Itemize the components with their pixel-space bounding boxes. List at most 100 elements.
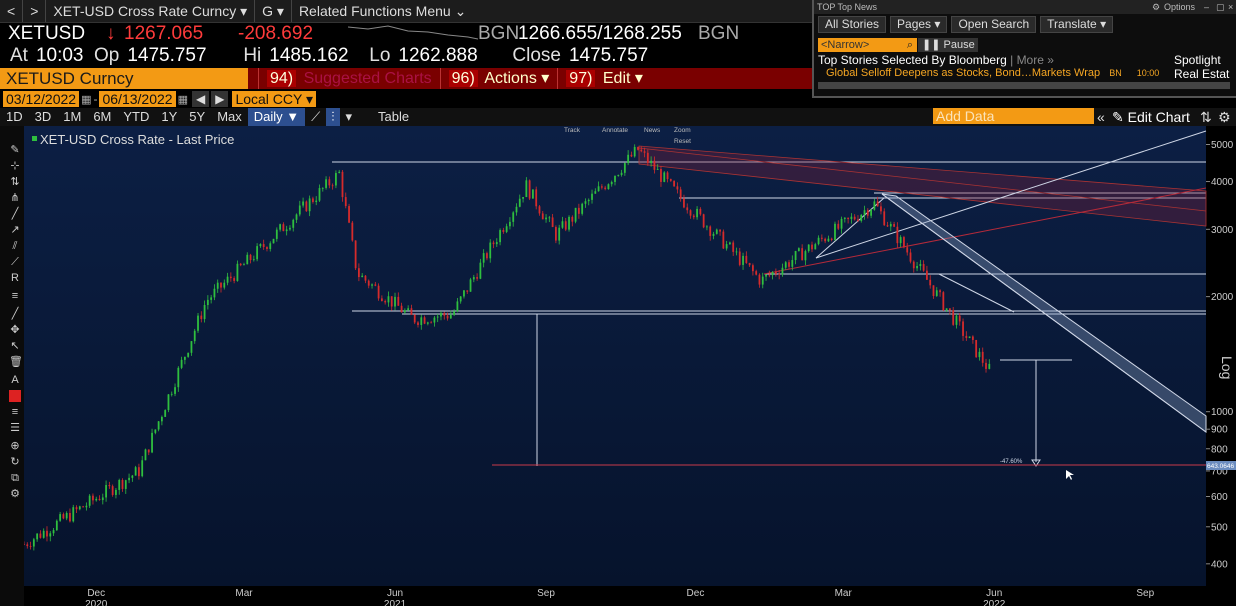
maximize-icon[interactable]: ▢ [1216,2,1225,12]
candle-body [640,149,643,152]
move-icon[interactable]: ✥ [10,324,20,336]
magnifier-icon[interactable]: ⊕ [10,440,20,452]
all-stories-button[interactable]: All Stories [818,16,887,33]
period-button-6m[interactable]: 6M [93,109,112,124]
currency-select[interactable]: Local CCY ▾ [232,91,317,107]
zoom-button[interactable]: Zoom [674,127,691,134]
period-button-1m[interactable]: 1M [63,109,82,124]
period-button-1d[interactable]: 1D [6,109,23,124]
calendar-icon[interactable]: ▦ [177,93,188,106]
headline-time: 10:00 [1136,68,1160,78]
trend-line[interactable] [815,130,1207,259]
annotate-button[interactable]: Annotate [602,127,628,134]
open-search-button[interactable]: Open Search [951,16,1037,33]
channel-icon[interactable]: ⫽ [12,240,18,252]
candle-body [216,282,219,289]
pointer-icon[interactable]: ✎ [10,144,20,156]
next-period-button[interactable]: ▶ [211,91,229,107]
candlestick-icon[interactable]: ⫶ [326,108,340,126]
line-width-icon[interactable]: ☰ [10,422,20,434]
magnet-icon[interactable]: ⋔ [10,192,20,204]
collapse-icon[interactable]: « [1097,109,1105,125]
ticker-input[interactable]: XETUSD Curncy [0,68,248,89]
related-functions-menu[interactable]: Related Functions Menu ⌄ [292,0,473,22]
r-tool-icon[interactable]: R [11,272,19,284]
close-icon[interactable]: × [1228,2,1234,12]
refresh-tool-icon[interactable]: ↻ [10,456,20,468]
security-menu[interactable]: XET-USD Cross Rate Curncy ▾ [46,0,256,22]
g-menu[interactable]: G ▾ [255,0,292,22]
refresh-icon[interactable]: ⇅ [1200,109,1212,125]
layers-icon[interactable]: ⧉ [11,472,19,484]
edit-button[interactable]: 97) Edit ▾ [557,68,651,89]
calendar-icon[interactable]: ▦ [81,93,92,106]
suggested-charts-button[interactable]: 94) Suggested Charts [258,68,440,89]
candle-body [200,315,203,320]
translate-button[interactable]: Translate ▾ [1040,16,1114,33]
frequency-select[interactable]: Daily ▼ [247,108,306,126]
headline-text: Global Selloff Deepens as Stocks, Bond…M… [826,67,1101,79]
minimize-icon[interactable]: – [1204,2,1210,12]
add-data-input[interactable]: Add Data [933,108,1094,124]
news-scrollbar[interactable] [818,82,1230,89]
fib-icon[interactable]: ≡ [11,290,19,302]
candle-body [722,231,725,249]
spotlight-tab[interactable]: Spotlight [1174,53,1221,67]
close-label: Close [512,45,561,66]
draw-icon[interactable]: ⟋ [11,256,19,268]
news-button[interactable]: News [644,127,661,134]
period-button-ytd[interactable]: YTD [123,109,150,124]
end-date-input[interactable]: 06/13/2022 [99,91,176,107]
sparkline [348,25,478,40]
ray-icon[interactable]: ↗ [10,224,20,236]
forward-button[interactable]: > [23,0,47,22]
prev-period-button[interactable]: ◀ [191,91,210,107]
period-button-3d[interactable]: 3D [34,109,52,124]
trend-line[interactable] [815,197,885,259]
period-button-1y[interactable]: 1Y [161,109,178,124]
candle-body [59,514,62,521]
pause-button[interactable]: ❚❚ Pause [918,38,978,52]
line-tool-icon[interactable]: ╱ [11,308,19,320]
trend-line[interactable] [763,187,1207,275]
real-estate-item[interactable]: Real Estat [1174,67,1230,81]
pages-label: Pages [897,17,932,31]
track-button[interactable]: Track [564,127,581,134]
line-style-icon[interactable]: ≡ [11,406,19,418]
news-button-row: All Stories Pages ▾ Open Search Translat… [814,16,1236,33]
pages-button[interactable]: Pages ▾ [890,16,948,33]
gear-icon[interactable]: ⚙ [1218,109,1231,125]
news-options-label[interactable]: Options [1164,2,1196,12]
table-button[interactable]: Table [378,109,410,124]
gear-icon[interactable]: ⚙ [1152,2,1161,12]
candle-body [394,296,396,307]
line-chart-icon[interactable]: ⟋ [311,109,321,124]
actions-button[interactable]: 96) Actions ▾ [439,68,558,89]
trendline-icon[interactable]: ╱ [11,208,19,220]
candle-body [752,265,754,272]
price-chart[interactable]: XET-USD Cross Rate - Last Price Track An… [24,126,1236,606]
color-swatch-icon[interactable] [9,390,21,402]
period-button-max[interactable]: Max [217,109,242,124]
candle-body [876,201,879,207]
cursor-icon[interactable]: ↖ [10,340,20,352]
back-button[interactable]: < [0,0,24,22]
trash-icon[interactable]: 🗑 [9,356,23,368]
search-icon[interactable]: ⌕ [906,39,913,51]
start-date-input[interactable]: 03/12/2022 [3,91,80,107]
candle-body [479,262,482,279]
sort-icon[interactable]: ⇅ [10,176,20,188]
more-link[interactable]: | More » [1010,53,1054,67]
narrow-input[interactable]: <Narrow> ⌕ [818,38,917,52]
settings-icon[interactable]: ⚙ [10,488,20,500]
annotate-icon[interactable]: A [11,374,19,386]
period-button-5y[interactable]: 5Y [189,109,206,124]
news-headline[interactable]: Global Selloff Deepens as Stocks, Bond…M… [826,67,1159,79]
edit-chart-button[interactable]: ✎ Edit Chart [1112,108,1190,126]
reset-button[interactable]: Reset [674,138,691,145]
candle-body [932,285,935,296]
resistance-channel[interactable] [638,145,1207,227]
candle-body [187,352,190,357]
chart-type-dropdown-icon[interactable]: ▾ [345,109,353,124]
crosshair-icon[interactable]: ⊹ [10,160,20,172]
